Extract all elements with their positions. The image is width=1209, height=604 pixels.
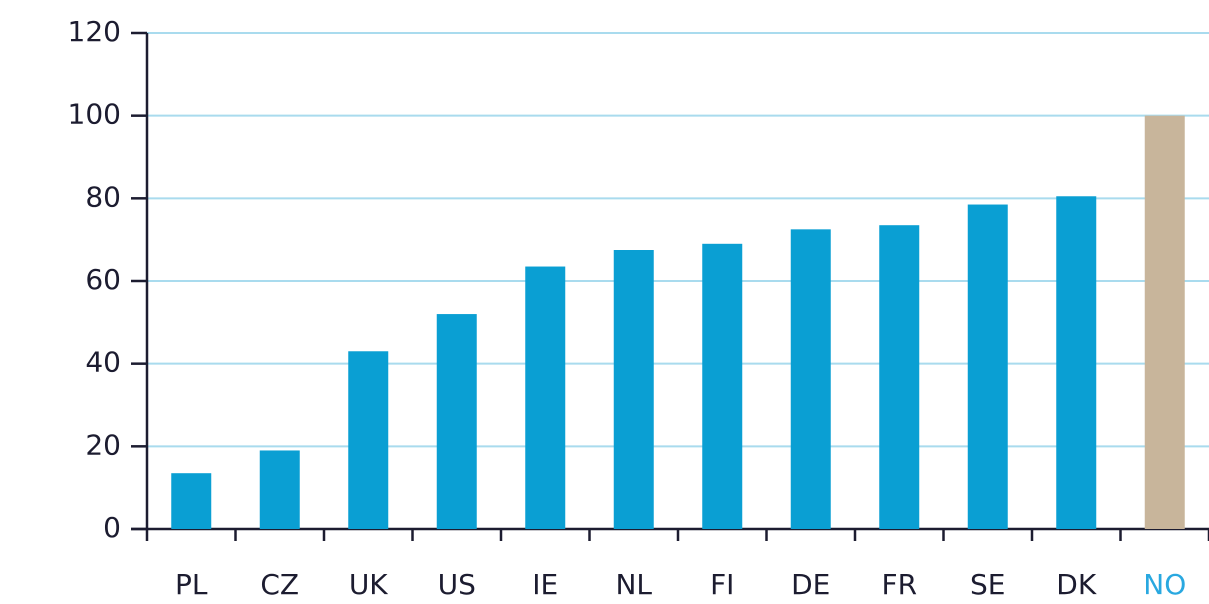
bar <box>259 450 300 529</box>
y-tick-label: 40 <box>85 346 121 379</box>
bar <box>348 351 389 529</box>
x-tick-label: PL <box>175 568 208 601</box>
y-tick-label: 0 <box>103 511 121 544</box>
x-tick-label: NO <box>1143 568 1186 601</box>
bar <box>1144 115 1185 530</box>
x-tick-label: UK <box>349 568 388 601</box>
bar <box>436 314 477 529</box>
bar <box>613 250 654 529</box>
y-tick-label: 60 <box>85 263 121 296</box>
x-tick-label: CZ <box>260 568 299 601</box>
bar <box>171 473 212 529</box>
x-tick-label: DK <box>1056 568 1097 601</box>
x-tick-label: SE <box>970 568 1005 601</box>
bar <box>525 266 566 529</box>
bar <box>790 229 831 530</box>
bar <box>879 225 920 529</box>
x-tick-label: FR <box>881 568 917 601</box>
x-tick-label: IE <box>532 568 558 601</box>
x-tick-label: US <box>438 568 476 601</box>
bar <box>967 204 1008 530</box>
y-tick-label: 100 <box>68 98 121 131</box>
y-tick-label: 80 <box>85 180 121 213</box>
x-tick-label: FI <box>710 568 734 601</box>
x-tick-label: NL <box>615 568 652 601</box>
x-tick-label: DE <box>791 568 830 601</box>
y-tick-label: 120 <box>68 15 121 48</box>
y-tick-label: 20 <box>85 428 121 461</box>
bar <box>702 243 743 530</box>
bar <box>1056 196 1097 529</box>
